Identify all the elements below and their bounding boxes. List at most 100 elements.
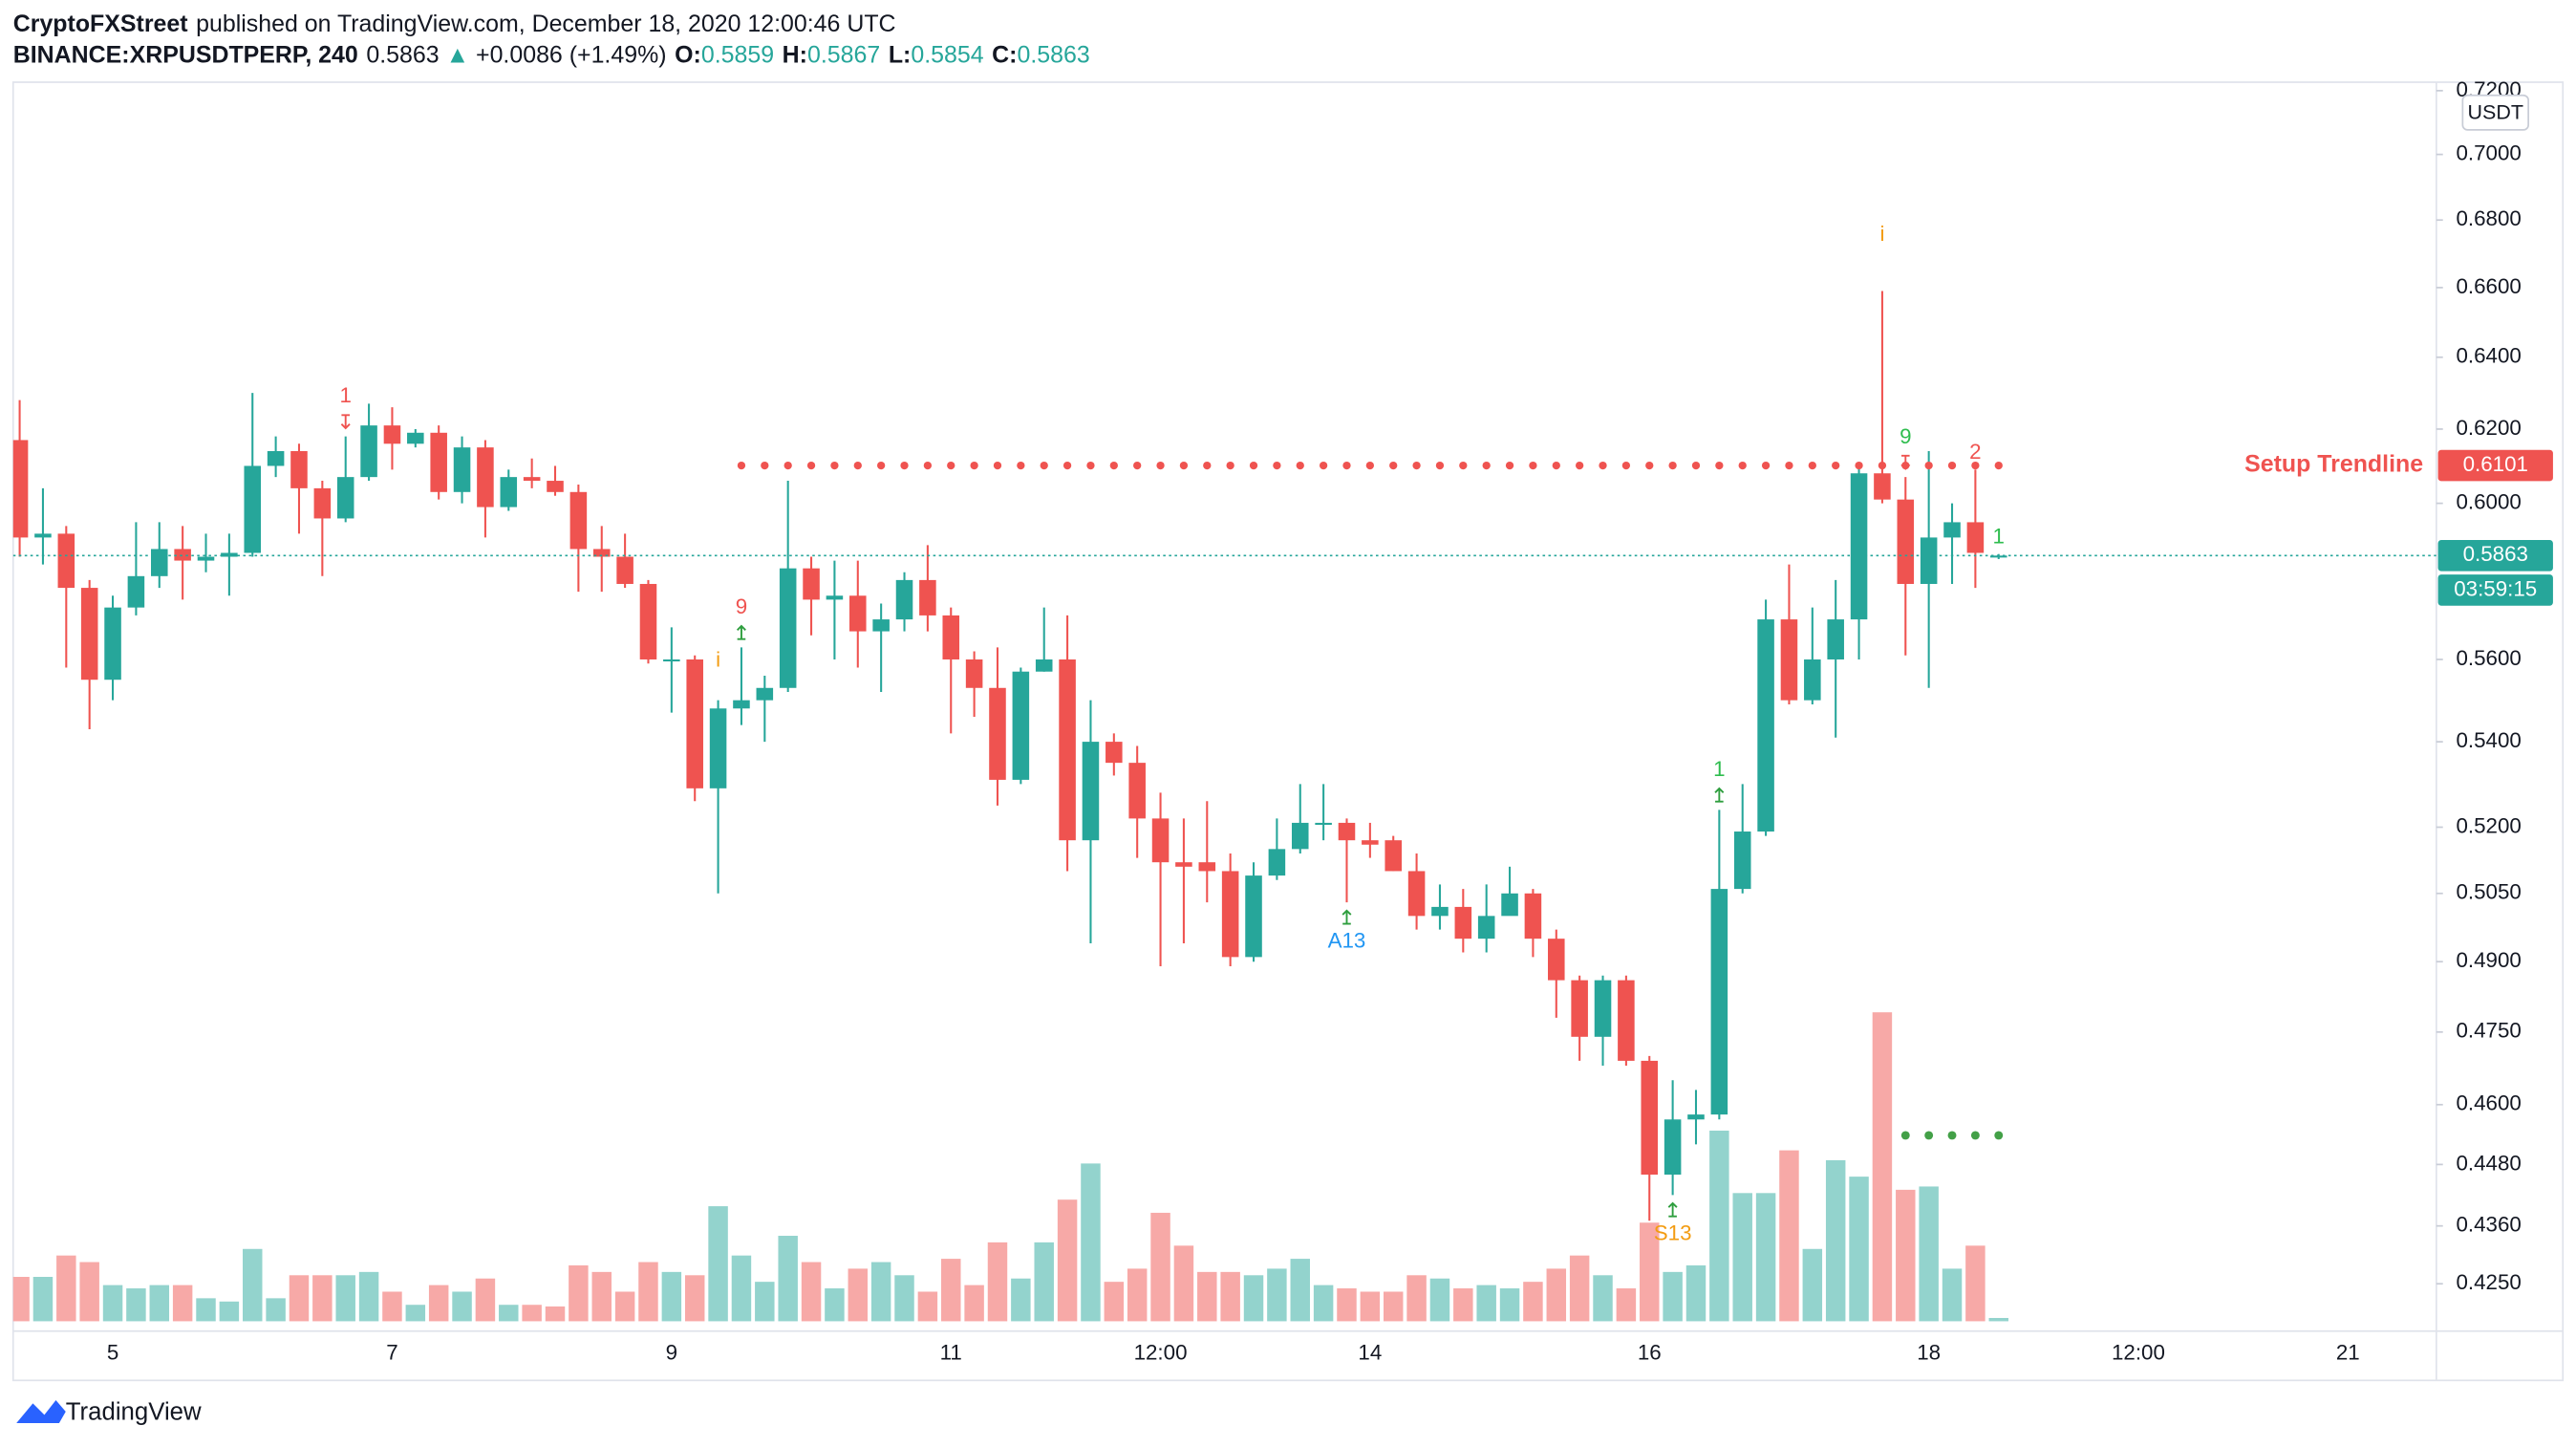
y-tick-label: 0.7000 [2456, 140, 2521, 164]
volume-bar [848, 1268, 869, 1322]
countdown-box [2437, 574, 2553, 606]
volume-bar [778, 1236, 798, 1322]
volume-bar [1104, 1282, 1125, 1322]
trendline-dot [806, 461, 816, 470]
y-tick-label: 0.4250 [2456, 1270, 2521, 1294]
candle-body [57, 533, 75, 589]
candle-body [1874, 473, 1891, 500]
trendline-dot [1389, 461, 1398, 470]
candle-body [1338, 822, 1356, 841]
x-tick-label: 18 [1917, 1341, 1941, 1365]
trendline-dot [1063, 461, 1072, 470]
candle-body [12, 440, 29, 538]
candle-body [1059, 659, 1076, 841]
volume-bar [149, 1285, 170, 1322]
trendline-dot [1645, 461, 1654, 470]
trendline-dot [1576, 461, 1584, 470]
trendline-dot [830, 461, 839, 470]
trendline-dot [1179, 461, 1189, 470]
candle-body [919, 579, 936, 616]
candle-body [1827, 619, 1844, 659]
y-tick-label: 0.6400 [2456, 344, 2521, 368]
trendline-dot [1529, 461, 1537, 470]
candle-body [756, 687, 774, 701]
support-dot [1947, 1131, 1957, 1140]
trendline-dot [1342, 461, 1351, 470]
candle-body [1687, 1114, 1705, 1120]
volume-bar [1919, 1186, 1939, 1322]
candle-body [709, 708, 727, 788]
trendline-dot [1738, 461, 1747, 470]
volume-bar [1965, 1245, 1986, 1322]
y-tick-label: 0.5050 [2456, 880, 2521, 904]
candle-body [1524, 893, 1542, 939]
volume-bar [358, 1271, 379, 1322]
signal-label: i [1879, 222, 1884, 246]
y-tick-label: 0.5200 [2456, 813, 2521, 837]
trendline-dot [1994, 461, 2003, 470]
candle-body [1385, 840, 1402, 872]
candle-body [244, 465, 262, 553]
candle-body [1268, 849, 1286, 876]
volume-bar [1523, 1282, 1543, 1322]
volume-bar [1685, 1264, 1707, 1322]
trendline-price: 0.6101 [2463, 452, 2528, 476]
x-tick-label: 16 [1638, 1341, 1662, 1365]
trendline-dot [1156, 461, 1165, 470]
signal-arrow [736, 624, 746, 640]
trendline-dot [1017, 461, 1025, 470]
candle-body [290, 450, 308, 488]
brand-logo[interactable]: TradingView [16, 1399, 202, 1426]
candle-body [477, 447, 494, 508]
volume-bar [1383, 1291, 1404, 1322]
signal-arrow [1667, 1201, 1678, 1218]
volume-bar [522, 1305, 542, 1322]
current-price-box [2437, 539, 2553, 572]
volume-bar [1476, 1285, 1496, 1322]
volume-bar [1081, 1163, 1101, 1322]
trendline-dot [1505, 461, 1514, 470]
y-tick-label: 0.6200 [2456, 416, 2521, 440]
y-tick-label: 0.4360 [2456, 1213, 2521, 1237]
signal-arrow [340, 414, 351, 430]
volume-bar [1825, 1159, 1846, 1322]
candle-body [1757, 619, 1774, 832]
volume-bar [335, 1275, 355, 1322]
volume-bar [1709, 1130, 1729, 1322]
ohlc-value: 0.5854 [911, 41, 983, 68]
candle-body [151, 549, 168, 576]
candle-body [965, 659, 983, 688]
candle-body [639, 583, 657, 659]
trendline-dot [1808, 461, 1816, 470]
candle-body [336, 477, 354, 519]
volume-bar [1499, 1288, 1520, 1322]
candle-body [592, 549, 611, 557]
ohlc-value: 0.5859 [701, 41, 774, 68]
trendline-dot [1273, 461, 1281, 470]
candle-body [1128, 763, 1146, 819]
candle-body [523, 477, 541, 482]
plot-area [12, 291, 2436, 1322]
currency: USDT [2468, 100, 2523, 123]
candle-body [1571, 980, 1588, 1037]
signal-label: 1 [1713, 757, 1725, 781]
signal-label: 1 [1993, 524, 2005, 548]
logo-icon [16, 1399, 66, 1424]
volume-bar [731, 1255, 752, 1322]
ohlc-label: O: [675, 41, 701, 68]
candle-body [1151, 818, 1170, 863]
trendline-dot [1203, 461, 1212, 470]
trendline-dot [1133, 461, 1142, 470]
volume-bar [917, 1291, 938, 1322]
signal-label: S13 [1654, 1220, 1692, 1244]
candle-body [1012, 671, 1030, 780]
volume-bar [684, 1275, 705, 1322]
candle-body [1477, 916, 1495, 939]
support-dot [1924, 1131, 1934, 1140]
candle-body [1362, 840, 1379, 845]
signal-arrow [1714, 787, 1725, 803]
volume-bar [1313, 1285, 1334, 1322]
volume-bar [1849, 1177, 1869, 1322]
change-icon: ▲ [445, 41, 469, 68]
